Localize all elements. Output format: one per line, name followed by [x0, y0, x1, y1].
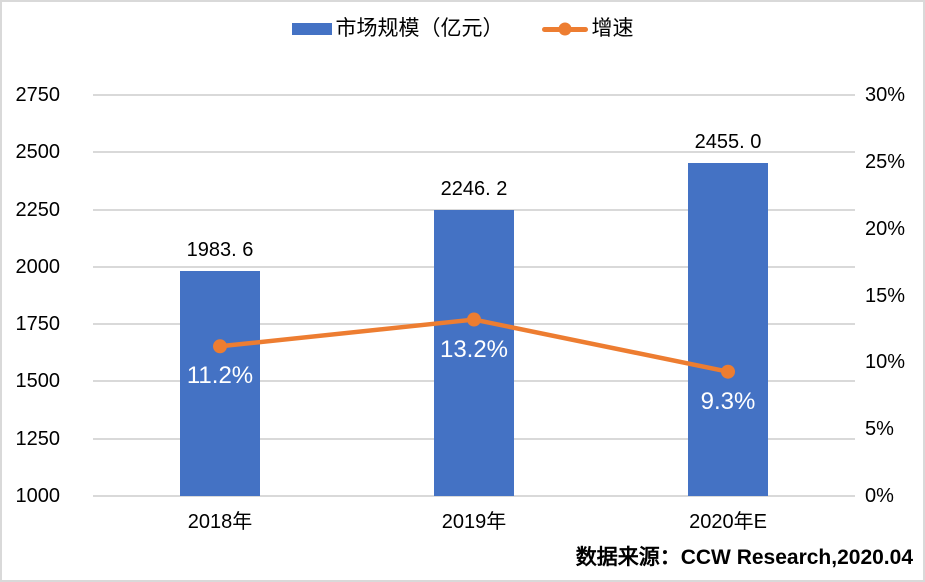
growth-value-label: 11.2% [186, 362, 254, 390]
bar-value-label: 2246. 2 [440, 178, 508, 201]
y-axis-left-tick-label: 2000 [15, 255, 61, 278]
bar-series-swatch-icon [291, 23, 332, 35]
growth-line-marker-icon [467, 312, 481, 327]
y-axis-right-tick-label: 10% [865, 351, 906, 374]
y-axis-right-tick-label: 15% [865, 284, 906, 307]
bar-market-size [688, 162, 768, 496]
gridline [93, 151, 855, 154]
legend-item-market-size: 市场规模（亿元） [291, 15, 504, 43]
source-note: 数据来源：CCW Research,2020.04 [575, 546, 913, 569]
y-axis-left-tick-label: 1250 [15, 427, 61, 450]
y-axis-right-tick-label: 5% [865, 418, 894, 441]
growth-line-marker-icon [213, 339, 227, 354]
x-axis-category-label: 2020年E [689, 511, 767, 533]
y-axis-right-tick-label: 0% [865, 485, 894, 507]
line-series-swatch-icon [541, 22, 588, 36]
legend-item-growth-rate: 增速 [541, 15, 634, 43]
growth-line-marker-icon [721, 364, 735, 379]
growth-value-label: 9.3% [700, 387, 756, 415]
bar-market-size [434, 210, 514, 496]
y-axis-right-tick-label: 30% [865, 84, 906, 106]
growth-value-label: 13.2% [439, 335, 509, 363]
chart-legend: 市场规模（亿元） 增速 [2, 15, 923, 43]
y-axis-left-tick-label: 1500 [15, 370, 61, 393]
y-axis-right-tick-label: 20% [865, 217, 906, 240]
bar-value-label: 2455. 0 [694, 130, 762, 153]
y-axis-left-tick-label: 2250 [15, 198, 61, 221]
bar-market-size [180, 270, 260, 496]
x-axis-category-label: 2018年 [187, 511, 253, 533]
growth-line-layer [213, 312, 735, 379]
y-axis-left-tick-label: 1750 [15, 313, 61, 336]
gridline [93, 495, 855, 497]
gridline [93, 208, 855, 211]
line-marker-dot-icon [558, 22, 571, 36]
y-axis-left-tick-label: 2750 [15, 84, 61, 106]
y-axis-left-tick-label: 1000 [15, 485, 61, 507]
gridline [93, 94, 855, 96]
legend-label-growth-rate: 增速 [591, 17, 634, 40]
x-axis-category-label: 2019年 [441, 511, 507, 533]
y-axis-right-tick-label: 25% [865, 150, 906, 173]
legend-label-market-size: 市场规模（亿元） [335, 17, 504, 40]
y-axis-left-tick-label: 2500 [15, 141, 61, 164]
bar-value-label: 1983. 6 [186, 238, 254, 261]
